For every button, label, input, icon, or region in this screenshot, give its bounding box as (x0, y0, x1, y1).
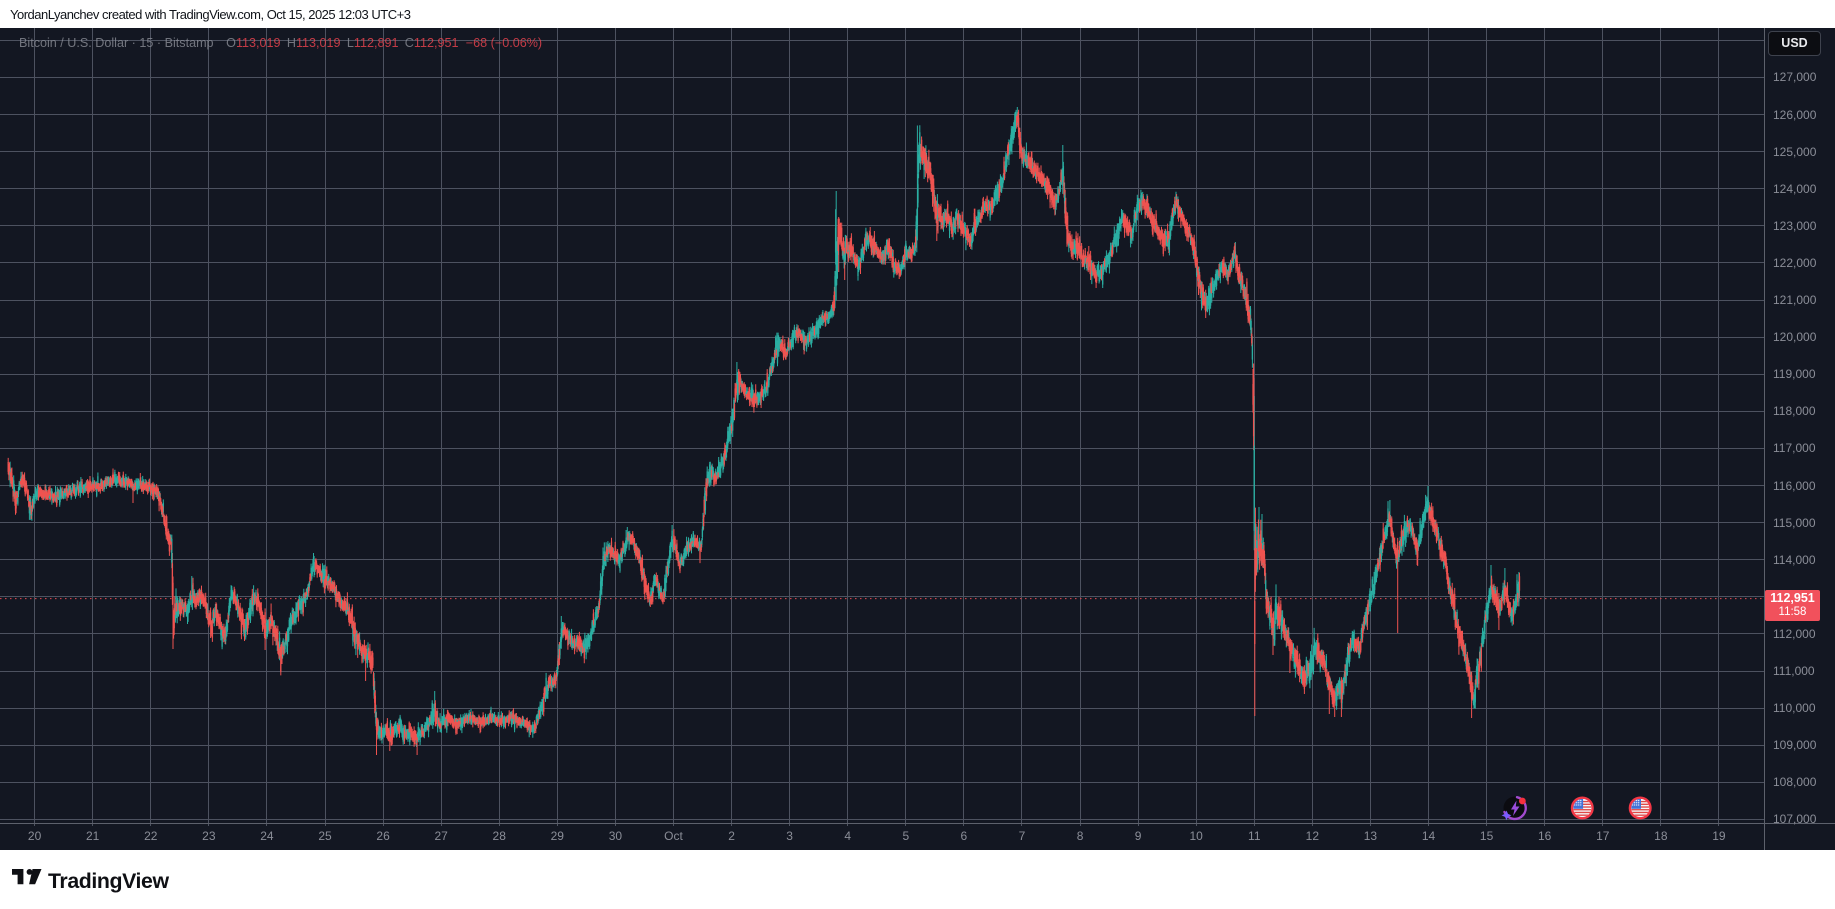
svg-text:TradingView: TradingView (48, 869, 169, 893)
